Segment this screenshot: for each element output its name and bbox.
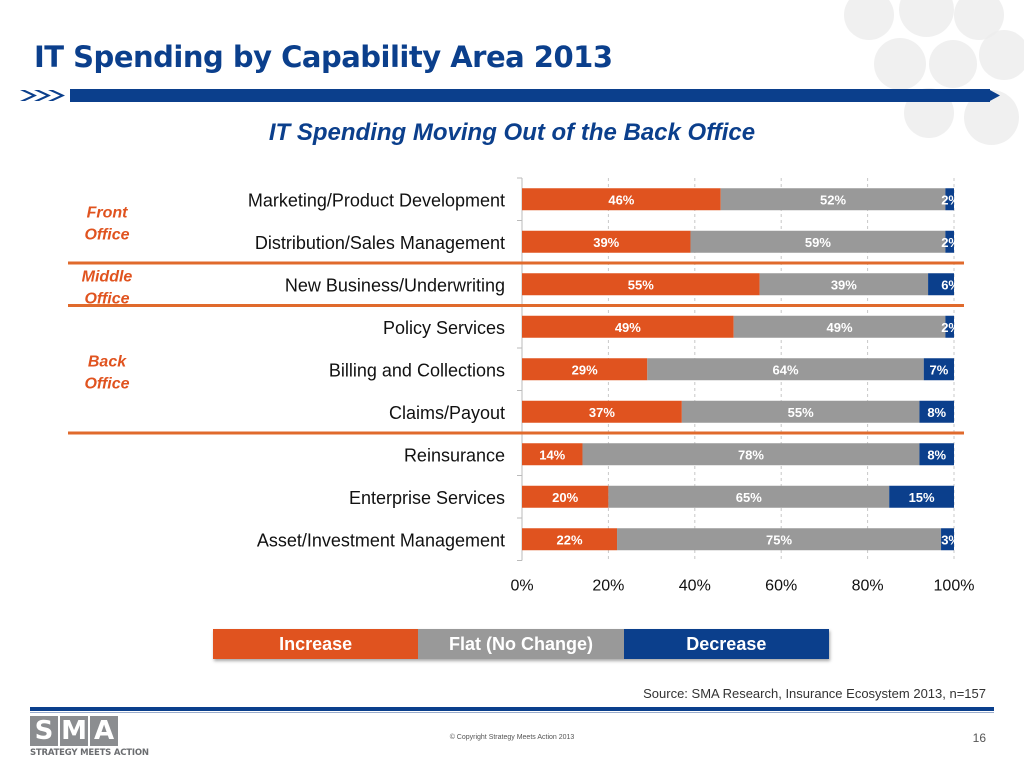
category-label: Asset/Investment Management [257,530,505,550]
chevron-icon [48,90,65,101]
bar-segment [941,528,954,551]
bar-segment [945,315,954,338]
group-label: Back [88,353,127,370]
bar-segment [522,400,682,423]
bar-segment [928,273,954,296]
group-label: Office [84,290,129,307]
stacked-bar-chart: Marketing/Product Development 46% 52% 2% Dis… [68,177,975,595]
logo-tagline: STRATEGY MEETS ACTION [30,748,149,758]
chart-legend: Increase Flat (No Change) Decrease [213,629,829,659]
decorative-circles [804,0,1024,150]
bar-segment [690,230,946,253]
data-label: 14% [539,447,565,462]
sma-logo: S M A STRATEGY MEETS ACTION [30,716,149,762]
bar-segment [945,188,954,211]
data-label: 39% [831,277,857,292]
source-note: Source: SMA Research, Insurance Ecosyste… [643,686,986,701]
bar-segment [919,443,954,466]
copyright: © Copyright Strategy Meets Action 2013 [449,734,575,741]
bar-segment [720,188,946,211]
data-label: 29% [572,362,598,377]
data-label: 20% [552,490,578,505]
chevron-icon [34,90,51,101]
category-label: Claims/Payout [389,403,505,423]
bar-segment [923,358,954,381]
bar-segment [945,230,954,253]
data-label: 49% [827,320,853,335]
category-label: Marketing/Product Development [248,190,505,210]
data-label: 65% [736,490,762,505]
group-label: Middle [82,268,133,285]
bar-segment [522,315,734,338]
bar-segment [522,528,618,551]
bar-segment [522,273,760,296]
chevron-icon [20,90,37,101]
data-label: 2% [941,192,960,207]
data-label: 37% [589,405,615,420]
bar-segment [889,485,954,508]
data-label: 8% [927,405,946,420]
bar-segment [759,273,929,296]
bar-segment [608,485,890,508]
legend-flat: Flat (No Change) [418,629,624,659]
bar-segment [582,443,920,466]
x-tick-label: 20% [592,578,624,595]
data-label: 64% [773,362,799,377]
logo-letter: A [90,716,118,746]
data-label: 2% [941,235,960,250]
data-label: 46% [608,192,634,207]
category-label: Enterprise Services [349,488,505,508]
bar-segment [522,485,609,508]
bar-segment [522,230,691,253]
bar-segment [522,443,583,466]
group-label: Office [84,227,129,244]
footer-divider-thin [30,712,994,713]
data-label: 6% [941,277,960,292]
category-label: Policy Services [383,318,505,338]
data-label: 78% [738,447,764,462]
data-label: 55% [628,277,654,292]
bar-segment [681,400,920,423]
logo-letter: M [60,716,88,746]
data-label: 7% [929,362,948,377]
legend-decrease: Decrease [623,629,829,659]
logo-letter: S [30,716,58,746]
data-label: 59% [805,235,831,250]
page-title: IT Spending by Capability Area 2013 [34,40,613,74]
data-label: 39% [593,235,619,250]
data-label: 52% [820,192,846,207]
bar-segment [647,358,924,381]
category-label: Reinsurance [404,445,505,465]
x-tick-label: 80% [852,578,884,595]
x-tick-label: 60% [765,578,797,595]
data-label: 49% [615,320,641,335]
bar-segment [733,315,946,338]
data-label: 55% [788,405,814,420]
bar-segment [522,358,648,381]
group-label: Front [87,205,129,222]
x-tick-label: 100% [934,578,975,595]
category-label: Distribution/Sales Management [255,233,505,253]
legend-increase: Increase [213,629,419,659]
data-label: 2% [941,320,960,335]
data-label: 75% [766,532,792,547]
footer-divider [30,707,994,711]
bar-segment [919,400,954,423]
data-label: 8% [927,447,946,462]
category-label: Billing and Collections [329,360,505,380]
bar-segment [617,528,942,551]
data-label: 15% [909,490,935,505]
x-tick-label: 40% [679,578,711,595]
group-label: Office [84,375,129,392]
x-tick-label: 0% [510,578,533,595]
category-label: New Business/Underwriting [285,275,505,295]
data-label: 3% [941,532,960,547]
header-bar [0,89,1000,102]
page-number: 16 [972,731,986,745]
data-label: 22% [557,532,583,547]
bar-segment [522,188,721,211]
chart-subtitle: IT Spending Moving Out of the Back Offic… [268,119,756,146]
